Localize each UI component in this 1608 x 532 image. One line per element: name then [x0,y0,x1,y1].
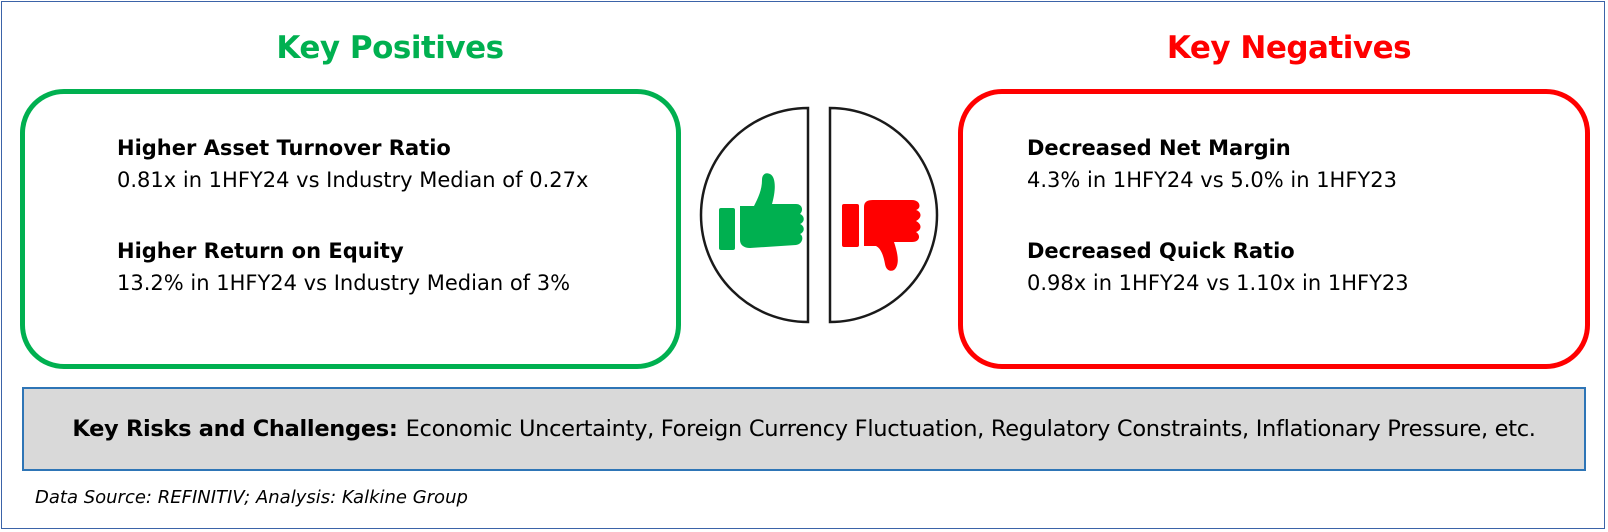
negative-item-title: Decreased Net Margin [1027,136,1291,160]
thumbs-down-icon [842,200,921,271]
thumbs-up-icon [719,173,804,250]
negative-item-title: Decreased Quick Ratio [1027,239,1295,263]
positive-item-detail: 0.81x in 1HFY24 vs Industry Median of 0.… [117,168,589,192]
positives-box [20,89,681,369]
key-risks-label: Key Risks and Challenges: [72,416,398,442]
positive-item-title: Higher Asset Turnover Ratio [117,136,451,160]
data-source-note: Data Source: REFINITIV; Analysis: Kalkin… [35,487,468,508]
negative-item: Decreased Quick Ratio 0.98x in 1HFY24 vs… [1027,236,1409,300]
negative-item-detail: 0.98x in 1HFY24 vs 1.10x in 1HFY23 [1027,271,1409,295]
negative-item: Decreased Net Margin 4.3% in 1HFY24 vs 5… [1027,133,1397,197]
negative-item-detail: 4.3% in 1HFY24 vs 5.0% in 1HFY23 [1027,168,1397,192]
key-positives-heading: Key Positives [276,30,504,66]
negatives-box [958,89,1590,369]
positive-item: Higher Asset Turnover Ratio 0.81x in 1HF… [117,133,588,197]
thumbs-split-circle-icon [690,100,950,330]
positive-item-title: Higher Return on Equity [117,239,404,263]
positive-item-detail: 13.2% in 1HFY24 vs Industry Median of 3% [117,271,571,295]
key-risks-text: Economic Uncertainty, Foreign Currency F… [405,416,1536,442]
positive-item: Higher Return on Equity 13.2% in 1HFY24 … [117,236,570,300]
key-negatives-heading: Key Negatives [1166,30,1412,66]
key-risks-banner: Key Risks and Challenges: Economic Uncer… [22,387,1586,471]
